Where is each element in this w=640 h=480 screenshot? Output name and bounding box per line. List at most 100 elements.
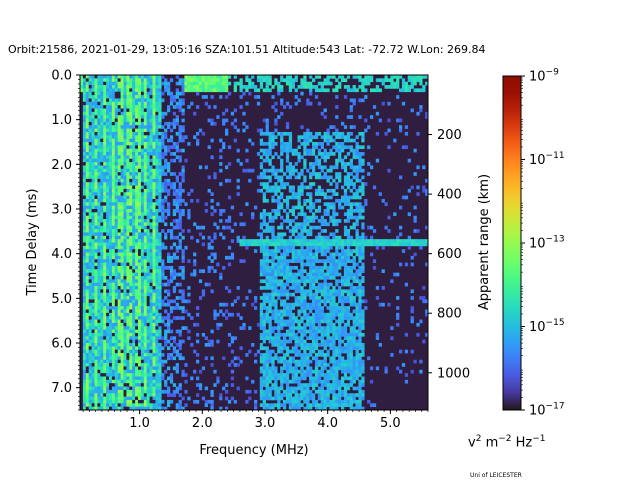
heatmap-cell <box>335 319 339 324</box>
heatmap-cell <box>291 188 295 193</box>
heatmap-cell <box>88 296 92 300</box>
heatmap-cell <box>152 222 156 227</box>
heatmap-cell <box>114 195 119 200</box>
heatmap-cell <box>152 88 156 93</box>
heatmap-cell <box>268 299 272 304</box>
heatmap-cell <box>323 172 327 176</box>
heatmap-cell <box>158 312 162 317</box>
heatmap-cell <box>117 292 121 297</box>
heatmap-cell <box>94 115 98 119</box>
heatmap-cell <box>106 255 110 260</box>
heatmap-cell <box>358 168 362 173</box>
heatmap-cell <box>378 242 382 247</box>
heatmap-cell <box>230 111 235 116</box>
heatmap-cell <box>332 255 336 260</box>
heatmap-cell <box>149 309 153 314</box>
heatmap-cell <box>103 131 107 136</box>
heatmap-cell <box>323 135 327 139</box>
heatmap-cell <box>120 279 124 284</box>
heatmap-cell <box>94 162 98 166</box>
heatmap-cell <box>323 242 327 247</box>
heatmap-cell <box>114 121 119 126</box>
heatmap-cell <box>320 286 324 290</box>
heatmap-cell <box>94 286 98 290</box>
heatmap-cell <box>222 121 226 126</box>
heatmap-cell <box>135 142 139 146</box>
heatmap-cell <box>109 326 113 330</box>
heatmap-cell <box>259 85 264 89</box>
heatmap-cell <box>138 148 142 153</box>
heatmap-cell <box>143 296 148 300</box>
heatmap-cell <box>312 306 316 310</box>
heatmap-cell <box>268 279 272 284</box>
heatmap-cell <box>149 316 153 320</box>
heatmap-cell <box>387 145 391 150</box>
heatmap-cell <box>114 175 119 180</box>
heatmap-cell <box>85 259 90 263</box>
heatmap-cell <box>111 135 116 139</box>
heatmap-cell <box>277 289 281 294</box>
heatmap-cell <box>314 332 319 337</box>
heatmap-cell <box>198 296 203 300</box>
heatmap-cell <box>288 162 293 166</box>
heatmap-cell <box>306 252 310 257</box>
heatmap-cell <box>100 336 104 340</box>
heatmap-cell <box>239 212 243 217</box>
heatmap-cell <box>167 316 171 320</box>
heatmap-cell <box>135 152 139 156</box>
heatmap-cell <box>335 289 339 294</box>
heatmap-cell <box>140 195 145 200</box>
heatmap-cell <box>309 239 313 243</box>
heatmap-cell <box>82 215 87 220</box>
heatmap-cell <box>312 336 316 340</box>
heatmap-cell <box>109 158 113 163</box>
heatmap-cell <box>291 168 295 173</box>
heatmap-cell <box>129 158 133 163</box>
heatmap-cell <box>123 91 127 96</box>
heatmap-cell <box>135 118 139 123</box>
heatmap-cell <box>88 319 92 324</box>
heatmap-cell <box>268 269 272 273</box>
heatmap-cell <box>82 101 87 106</box>
heatmap-cell <box>314 336 319 340</box>
heatmap-cell <box>106 282 110 287</box>
heatmap-cell <box>123 209 127 213</box>
heatmap-cell <box>317 265 322 270</box>
heatmap-cell <box>109 202 113 206</box>
heatmap-cell <box>300 289 304 294</box>
heatmap-cell <box>109 105 113 109</box>
heatmap-cell <box>314 269 319 273</box>
heatmap-cell <box>123 155 127 160</box>
heatmap-cell <box>291 249 295 253</box>
heatmap-cell <box>274 198 278 203</box>
heatmap-cell <box>152 235 156 240</box>
heatmap-cell <box>297 255 301 260</box>
heatmap-cell <box>94 165 98 170</box>
heatmap-cell <box>393 242 397 247</box>
heatmap-cell <box>219 182 223 186</box>
heatmap-cell <box>178 239 182 243</box>
heatmap-cell <box>146 242 150 247</box>
heatmap-cell <box>97 319 101 324</box>
heatmap-cell <box>317 312 322 317</box>
heatmap-cell <box>422 75 426 79</box>
heatmap-cell <box>323 249 327 253</box>
heatmap-cell <box>146 75 150 79</box>
heatmap-cell <box>312 219 316 223</box>
heatmap-cell <box>103 265 107 270</box>
heatmap-cell <box>97 108 101 113</box>
heatmap-cell <box>393 272 397 277</box>
heatmap-cell <box>404 81 409 86</box>
heatmap-cell <box>161 182 165 186</box>
heatmap-cell <box>129 242 133 247</box>
heatmap-cell <box>358 235 362 240</box>
heatmap-cell <box>277 316 281 320</box>
heatmap-cell <box>158 242 162 247</box>
heatmap-cell <box>94 336 98 340</box>
heatmap-cell <box>172 339 177 344</box>
heatmap-cell <box>175 272 179 277</box>
heatmap-cell <box>175 198 179 203</box>
heatmap-cell <box>207 242 211 247</box>
heatmap-cell <box>138 235 142 240</box>
heatmap-cell <box>97 118 101 123</box>
